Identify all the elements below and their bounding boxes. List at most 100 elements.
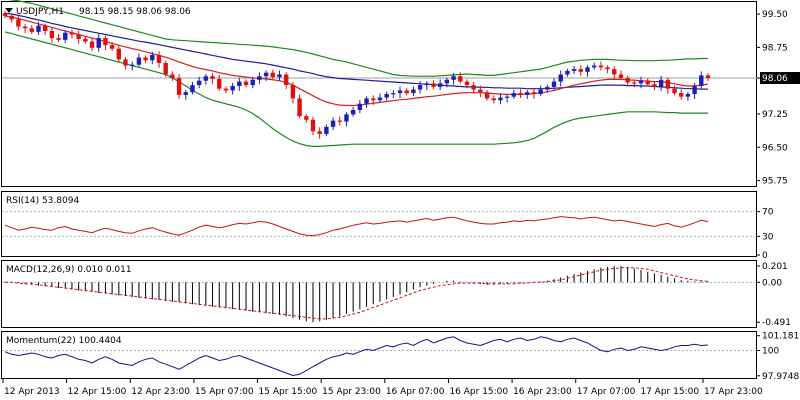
candle: [679, 89, 684, 100]
candle: [297, 94, 302, 119]
x-tick-label: 12 Apr 15:00: [68, 387, 127, 397]
candle: [652, 81, 657, 91]
candle: [612, 66, 617, 80]
candle: [551, 78, 557, 91]
candle: [22, 24, 28, 34]
candle: [632, 79, 637, 88]
candle: [196, 76, 202, 89]
x-tick-label: 16 Apr 23:00: [513, 387, 572, 397]
candle: [437, 79, 443, 91]
price-panel: [1, 1, 757, 187]
rsi-line: [4, 216, 709, 237]
candle: [565, 68, 570, 77]
candle: [63, 30, 68, 43]
candle: [284, 72, 289, 90]
candle: [665, 77, 671, 94]
candle: [357, 99, 363, 114]
candle: [163, 60, 168, 77]
candle: [685, 91, 691, 101]
y-tick-label: 0: [762, 251, 768, 261]
candle: [672, 85, 677, 96]
candle: [538, 85, 543, 97]
x-tick-label: 12 Apr 23:00: [131, 387, 190, 397]
candle: [69, 29, 75, 39]
rsi-plot: [2, 211, 757, 237]
y-tick-label: 98.75: [762, 43, 788, 53]
candle: [444, 77, 450, 88]
candle: [270, 69, 276, 80]
candle: [203, 74, 209, 85]
candle: [56, 34, 61, 43]
candle: [49, 27, 55, 43]
rsi-title: RSI(14) 53.8094: [6, 196, 79, 206]
candle: [518, 89, 523, 98]
candle: [411, 86, 416, 97]
ma-fast-line: [4, 15, 709, 107]
candle: [130, 61, 135, 71]
candle: [337, 116, 342, 126]
candle: [217, 74, 222, 91]
candle: [170, 71, 175, 82]
candle: [591, 62, 597, 70]
candle: [176, 74, 182, 99]
candle: [2, 10, 8, 19]
y-tick-label: 0.201: [762, 262, 788, 272]
ma-slow-line: [4, 12, 708, 90]
candle: [531, 89, 537, 99]
candle: [230, 82, 235, 95]
candle: [391, 90, 396, 98]
candle: [317, 127, 322, 139]
candle: [498, 93, 503, 105]
candle: [525, 90, 530, 99]
y-tick-label: 97.9748: [762, 372, 799, 382]
candle: [618, 70, 624, 81]
chart-header[interactable]: USDJPY,H1 98.15 98.15 98.06 98.06: [5, 7, 191, 17]
candle: [578, 65, 583, 76]
candle: [290, 82, 296, 104]
last-price-marker: [760, 72, 800, 85]
candle: [638, 76, 644, 89]
x-tick-label: 15 Apr 07:00: [195, 387, 254, 397]
candle: [705, 73, 711, 82]
candle: [699, 71, 704, 89]
x-tick-label: 16 Apr 15:00: [449, 387, 508, 397]
candle: [9, 12, 14, 23]
candle: [371, 95, 376, 106]
candle: [478, 85, 483, 98]
macd-signal-line: [5, 267, 709, 320]
candle: [645, 78, 650, 87]
candle: [136, 53, 142, 67]
candle: [458, 72, 463, 84]
x-tick-label: 15 Apr 15:00: [259, 387, 318, 397]
candle: [263, 70, 269, 82]
candle: [183, 90, 188, 100]
macd-plot: [2, 266, 757, 323]
collapse-arrow-icon[interactable]: [5, 8, 13, 13]
candle: [330, 117, 336, 130]
candle: [223, 86, 229, 94]
candle: [89, 38, 95, 51]
candle: [243, 79, 249, 88]
candle: [109, 42, 115, 51]
candle: [324, 124, 329, 137]
candle: [692, 82, 697, 99]
x-tick-label: 15 Apr 23:00: [322, 387, 381, 397]
candle: [431, 80, 436, 90]
momentum-panel: [1, 331, 757, 379]
y-tick-label: 70: [762, 208, 774, 218]
candle: [658, 75, 664, 91]
candle: [116, 44, 122, 63]
candle: [491, 95, 496, 104]
candle: [558, 70, 563, 87]
rsi-panel: [1, 191, 757, 257]
candle: [598, 61, 604, 71]
candle: [364, 96, 369, 108]
macd-panel: [1, 260, 757, 328]
axes: 99.50 98.75 98.06 97.25 96.50 95.75 70 30 00.201…: [2, 10, 800, 397]
candle: [16, 15, 21, 31]
momentum-plot: [2, 336, 757, 377]
candle: [143, 55, 148, 64]
candle: [585, 65, 590, 77]
candle: [96, 34, 101, 52]
